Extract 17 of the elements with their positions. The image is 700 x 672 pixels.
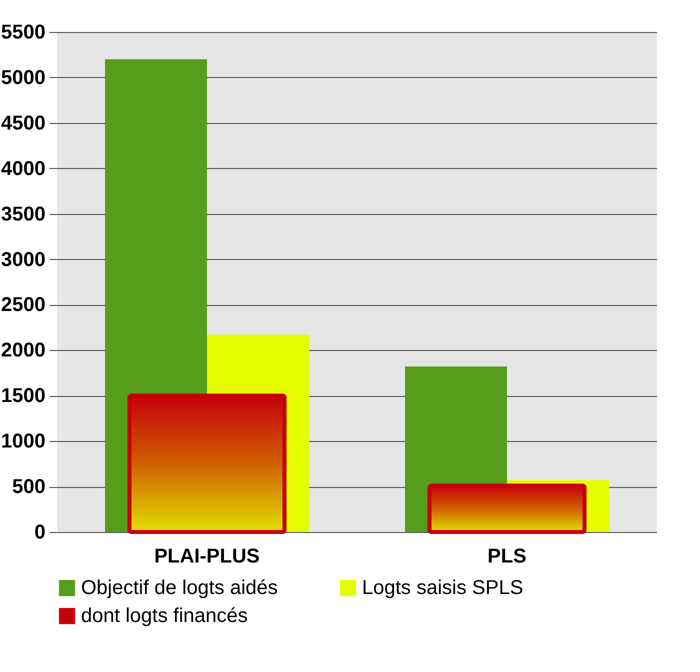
legend-label: Logts saisis SPLS xyxy=(362,577,524,599)
y-tick-label: 2000 xyxy=(1,340,46,362)
y-tick-label: 5000 xyxy=(1,66,46,89)
y-tick-label: 500 xyxy=(12,476,46,498)
legend-label: dont logts financés xyxy=(81,605,248,627)
y-tick-label: 3000 xyxy=(1,248,46,271)
y-tick-label: 5500 xyxy=(1,22,46,44)
y-tick-label: 1000 xyxy=(1,430,46,453)
y-tick-label: 4500 xyxy=(1,112,46,134)
y-tick-label: 2500 xyxy=(1,294,46,316)
y-tick-label: 0 xyxy=(34,522,46,544)
y-tick-label: 1500 xyxy=(1,385,46,408)
y-tick-label: 3500 xyxy=(1,203,46,226)
x-tick-label: PLAI-PLUS xyxy=(154,546,260,568)
legend-label: Objectif de logts aidés xyxy=(81,577,278,599)
x-tick-label: PLS xyxy=(488,546,526,568)
y-tick-label: 4000 xyxy=(1,158,46,180)
